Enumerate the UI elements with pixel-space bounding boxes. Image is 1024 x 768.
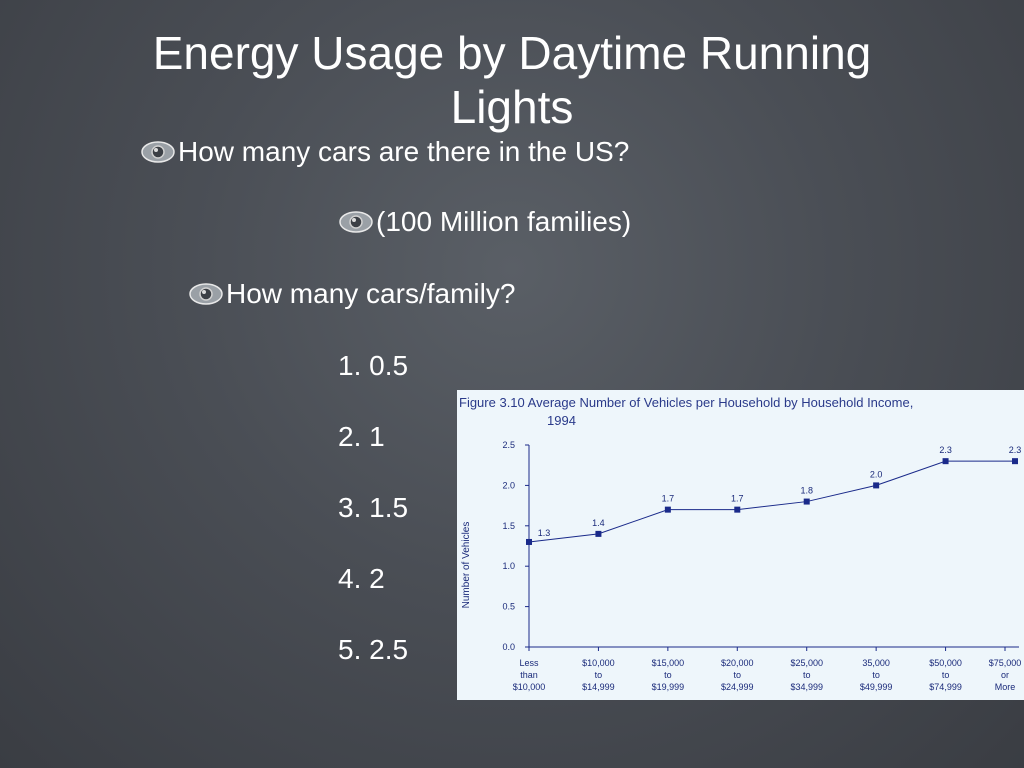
chart-subtitle: 1994 bbox=[547, 413, 576, 428]
option-2: 2. 1 bbox=[338, 421, 385, 452]
x-tick-label: or bbox=[1001, 670, 1009, 680]
x-tick-label: $34,999 bbox=[790, 682, 823, 692]
x-tick-label: $20,000 bbox=[721, 658, 754, 668]
bullet-label: (100 Million families) bbox=[376, 206, 632, 237]
x-tick-label: $25,000 bbox=[790, 658, 823, 668]
option-3: 3. 1.5 bbox=[338, 492, 409, 523]
data-label: 2.3 bbox=[1009, 445, 1022, 455]
data-point bbox=[803, 498, 810, 505]
swirl-eye-icon bbox=[141, 141, 175, 163]
x-tick-label: $19,999 bbox=[652, 682, 685, 692]
series-line bbox=[528, 460, 1015, 543]
x-tick-label: to bbox=[734, 670, 742, 680]
bullet-label: How many cars/family? bbox=[226, 278, 516, 309]
x-tick-label: to bbox=[803, 670, 811, 680]
bullet-label: How many cars are there in the US? bbox=[178, 136, 630, 167]
y-axis-label: Number of Vehicles bbox=[461, 522, 472, 609]
x-tick-label: $15,000 bbox=[652, 658, 685, 668]
x-tick-label: $74,999 bbox=[929, 682, 962, 692]
x-tick-label: Less bbox=[519, 658, 539, 668]
x-tick-label: to bbox=[872, 670, 880, 680]
x-tick-label: 35,000 bbox=[862, 658, 890, 668]
x-tick-label: $75,000 bbox=[989, 658, 1022, 668]
x-tick-label: More bbox=[995, 682, 1016, 692]
swirl-eye-icon bbox=[339, 211, 373, 233]
bullet-cars-in-us: How many cars are there in the US? bbox=[140, 136, 629, 168]
bullet-cars-per-family: How many cars/family? bbox=[188, 278, 515, 310]
data-point bbox=[526, 538, 532, 545]
x-tick-label: to bbox=[595, 670, 603, 680]
option-5: 5. 2.5 bbox=[338, 634, 409, 665]
data-label: 1.8 bbox=[800, 486, 813, 496]
slide-title-line1: Energy Usage by Daytime Running bbox=[152, 27, 872, 79]
x-tick-label: to bbox=[664, 670, 672, 680]
x-tick-label: $14,999 bbox=[582, 682, 615, 692]
data-label: 1.3 bbox=[538, 528, 551, 538]
data-label: 1.4 bbox=[592, 518, 605, 528]
y-tick-label: 1.0 bbox=[502, 561, 515, 571]
data-point bbox=[942, 458, 949, 465]
data-point bbox=[664, 506, 671, 513]
vehicles-chart: Figure 3.10 Average Number of Vehicles p… bbox=[459, 395, 1022, 692]
data-label: 1.7 bbox=[731, 494, 744, 504]
x-tick-label: $10,000 bbox=[513, 682, 546, 692]
x-tick-label: to bbox=[942, 670, 950, 680]
y-tick-label: 0.5 bbox=[502, 602, 515, 612]
data-point bbox=[595, 530, 602, 537]
bullet-families: (100 Million families) bbox=[338, 206, 631, 238]
x-tick-label: than bbox=[520, 670, 538, 680]
slide-title-line2: Lights bbox=[450, 81, 574, 133]
x-tick-label: $10,000 bbox=[582, 658, 615, 668]
y-tick-label: 0.0 bbox=[502, 642, 515, 652]
data-point bbox=[873, 482, 880, 489]
y-tick-label: 2.5 bbox=[502, 440, 515, 450]
chart-title: Figure 3.10 Average Number of Vehicles p… bbox=[459, 395, 913, 410]
swirl-eye-icon bbox=[189, 283, 223, 305]
y-tick-label: 1.5 bbox=[502, 521, 515, 531]
data-label: 2.3 bbox=[939, 445, 952, 455]
option-1: 1. 0.5 bbox=[338, 350, 409, 381]
x-tick-label: $49,999 bbox=[860, 682, 893, 692]
y-tick-label: 2.0 bbox=[502, 480, 515, 490]
data-label: 1.7 bbox=[662, 494, 675, 504]
slide-title: Energy Usage by Daytime Running Lights bbox=[60, 26, 964, 134]
option-4: 4. 2 bbox=[338, 563, 385, 594]
x-tick-label: $24,999 bbox=[721, 682, 754, 692]
data-point bbox=[1012, 458, 1018, 465]
chart-panel: Figure 3.10 Average Number of Vehicles p… bbox=[457, 390, 1024, 700]
data-point bbox=[734, 506, 741, 513]
data-label: 2.0 bbox=[870, 469, 883, 479]
x-tick-label: $50,000 bbox=[929, 658, 962, 668]
